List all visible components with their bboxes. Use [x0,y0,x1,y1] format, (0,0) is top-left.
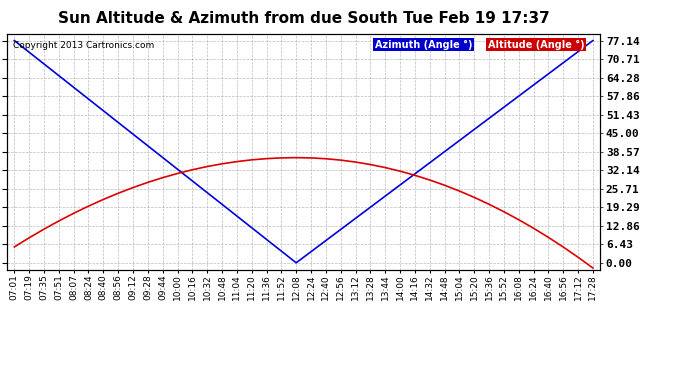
Text: Sun Altitude & Azimuth from due South Tue Feb 19 17:37: Sun Altitude & Azimuth from due South Tu… [58,11,549,26]
Text: Azimuth (Angle °): Azimuth (Angle °) [375,40,473,50]
Text: Altitude (Angle °): Altitude (Angle °) [488,40,584,50]
Text: Copyright 2013 Cartronics.com: Copyright 2013 Cartronics.com [13,41,154,50]
